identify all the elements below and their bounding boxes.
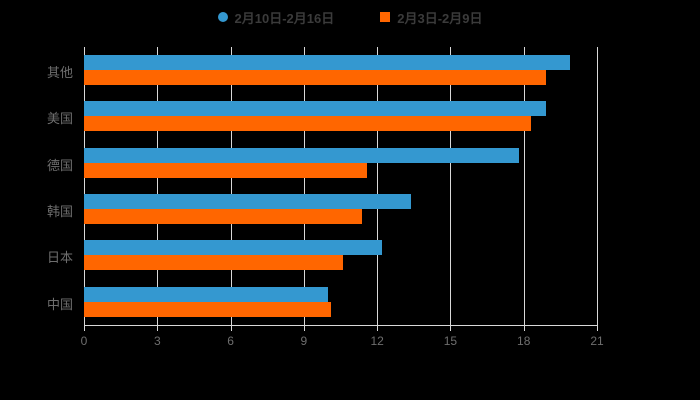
gridline-vertical xyxy=(450,47,452,325)
x-axis-tick xyxy=(523,325,525,331)
bar-series-b[interactable] xyxy=(84,209,363,225)
bar-group: 美国 xyxy=(47,93,597,139)
bar-series-a[interactable] xyxy=(84,55,571,71)
x-axis-tick-label: 6 xyxy=(227,334,234,348)
bar-series-a[interactable] xyxy=(84,194,412,210)
x-axis-line xyxy=(84,325,597,326)
y-axis-category-label: 美国 xyxy=(46,111,73,127)
bar-series-a[interactable] xyxy=(84,240,383,256)
y-axis-category-label: 德国 xyxy=(46,157,73,173)
gridline-vertical xyxy=(157,47,159,325)
bar-series-a[interactable] xyxy=(84,101,546,117)
bar-group: 德国 xyxy=(47,140,597,186)
x-axis-tick xyxy=(84,325,85,331)
x-axis-tick-label: 12 xyxy=(370,334,384,348)
legend-item[interactable]: 2月10日-2月16日 xyxy=(217,8,335,27)
x-axis-tick xyxy=(303,325,305,331)
legend-item[interactable]: 2月3日-2月9日 xyxy=(380,8,482,27)
plot-area: 其他美国德国韩国日本中国 xyxy=(47,47,598,325)
bar-group: 日本 xyxy=(47,232,597,278)
legend-item-label: 2月3日-2月9日 xyxy=(397,10,483,26)
circle-marker-icon xyxy=(217,12,228,22)
bar-series-b[interactable] xyxy=(84,162,368,178)
bar-series-a[interactable] xyxy=(84,286,329,302)
x-axis-tick xyxy=(450,325,452,331)
square-marker-icon xyxy=(380,12,391,22)
y-axis-category-label: 韩国 xyxy=(46,204,73,220)
bar-series-a[interactable] xyxy=(84,147,519,163)
gridline-vertical xyxy=(523,47,525,325)
bar-group: 中国 xyxy=(47,279,597,325)
x-axis-tick-label: 18 xyxy=(517,334,531,348)
gridline-vertical xyxy=(230,47,232,325)
gridline-vertical xyxy=(377,47,379,325)
x-axis-tick xyxy=(597,325,598,331)
x-axis-tick xyxy=(377,325,379,331)
x-axis-tick-label: 21 xyxy=(590,334,604,348)
x-axis-tick xyxy=(230,325,232,331)
y-axis-category-label: 中国 xyxy=(46,296,73,312)
x-axis-tick-label: 15 xyxy=(443,334,458,348)
bar-series-b[interactable] xyxy=(84,116,532,132)
chart-legend: 2月10日-2月16日 2月3日-2月9日 xyxy=(0,8,700,26)
bar-series-b[interactable] xyxy=(84,70,546,86)
y-axis-line xyxy=(84,47,85,325)
y-axis-category-label: 日本 xyxy=(46,250,73,266)
bar-group: 韩国 xyxy=(47,186,597,232)
x-axis-tick-label: 3 xyxy=(153,334,161,348)
y-axis-category-label: 其他 xyxy=(46,65,73,81)
x-axis-tick-label: 9 xyxy=(300,334,308,348)
bar-series-b[interactable] xyxy=(84,255,343,271)
x-axis-tick xyxy=(157,325,159,331)
legend-item-label: 2月10日-2月16日 xyxy=(234,10,335,26)
gridline-vertical xyxy=(303,47,305,325)
bar-series-b[interactable] xyxy=(84,301,331,317)
x-axis-tick-label: 0 xyxy=(80,334,88,348)
bar-group: 其他 xyxy=(47,47,597,93)
gridline-vertical xyxy=(597,47,598,325)
